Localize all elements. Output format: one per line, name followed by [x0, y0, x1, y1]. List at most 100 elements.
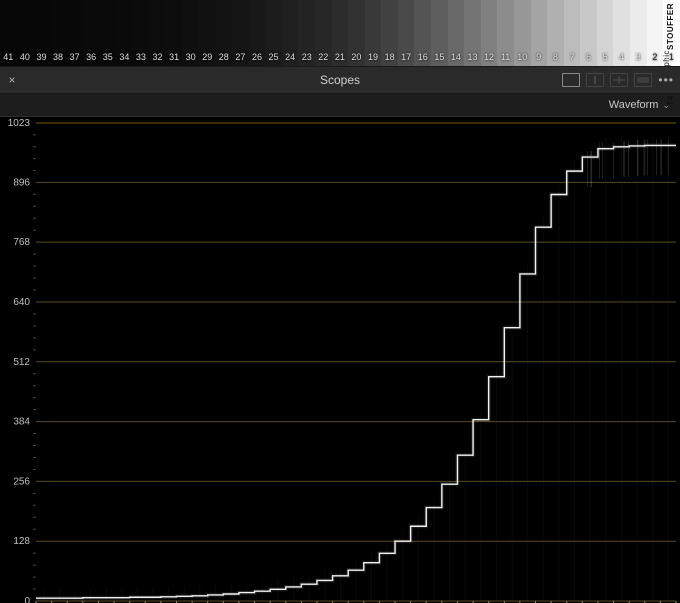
wedge-step-number: 31 — [166, 52, 183, 62]
layout-split-button[interactable] — [586, 73, 604, 87]
waveform-trace — [36, 145, 676, 598]
wedge-step-number: 20 — [348, 52, 365, 62]
brand-line-1: STOUFFER — [667, 3, 676, 50]
wedge-step: 30 — [182, 0, 199, 66]
wedge-step: 22 — [315, 0, 332, 66]
wedge-step: 18 — [381, 0, 398, 66]
layout-single-button[interactable] — [562, 73, 580, 87]
y-axis-label: 1023 — [8, 118, 31, 129]
wedge-step-number: 6 — [580, 52, 597, 62]
wedge-step: 8 — [547, 0, 564, 66]
wedge-step-number: 28 — [216, 52, 233, 62]
wedge-step-number: 41 — [0, 52, 17, 62]
y-axis-label: 0 — [24, 596, 30, 603]
close-icon[interactable]: × — [0, 73, 24, 87]
wedge-step-number: 32 — [149, 52, 166, 62]
wedge-step-number: 33 — [133, 52, 150, 62]
wedge-step: 10 — [514, 0, 531, 66]
wedge-step-number: 14 — [448, 52, 465, 62]
wedge-step: 2 — [647, 0, 664, 66]
wedge-step: 3 — [630, 0, 647, 66]
wedge-step-number: 7 — [564, 52, 581, 62]
wedge-step-number: 39 — [33, 52, 50, 62]
wedge-step: 15 — [431, 0, 448, 66]
wedge-step: 17 — [398, 0, 415, 66]
wedge-step-number: 5 — [597, 52, 614, 62]
wedge-step-number: 10 — [514, 52, 531, 62]
wedge-step: 20 — [348, 0, 365, 66]
wedge-step: 32 — [149, 0, 166, 66]
wedge-step: 25 — [265, 0, 282, 66]
wedge-step: 29 — [199, 0, 216, 66]
wedge-step-number: 21 — [332, 52, 349, 62]
wedge-step: 13 — [464, 0, 481, 66]
wedge-step: 33 — [133, 0, 150, 66]
layout-quad-button[interactable] — [610, 73, 628, 87]
wedge-step-number: 34 — [116, 52, 133, 62]
wedge-step: 6 — [580, 0, 597, 66]
wedge-step-number: 23 — [298, 52, 315, 62]
wedge-step-number: 24 — [282, 52, 299, 62]
wedge-step-number: 4 — [613, 52, 630, 62]
wedge-step: 16 — [414, 0, 431, 66]
wedge-step-number: 16 — [414, 52, 431, 62]
wedge-step: 23 — [298, 0, 315, 66]
wedge-step-number: 38 — [50, 52, 67, 62]
y-axis-label: 768 — [13, 237, 30, 248]
wedge-step: 37 — [66, 0, 83, 66]
wedge-step-number: 29 — [199, 52, 216, 62]
wedge-step: 26 — [249, 0, 266, 66]
scopes-panel-header: × Scopes ••• — [0, 66, 680, 94]
wedge-step: 34 — [116, 0, 133, 66]
wedge-step-number: 18 — [381, 52, 398, 62]
wedge-step-number: 35 — [99, 52, 116, 62]
wedge-step-number: 2 — [647, 52, 664, 62]
waveform-scope: 0 128 256 384 512 640 768 896 1023 — [0, 117, 680, 603]
layout-list-button[interactable] — [634, 73, 652, 87]
wedge-step-number: 15 — [431, 52, 448, 62]
wedge-step: 14 — [448, 0, 465, 66]
scope-type-label: Waveform — [609, 99, 659, 111]
wedge-step-number: 17 — [398, 52, 415, 62]
wedge-step-number: 11 — [497, 52, 514, 62]
wedge-step: 24 — [282, 0, 299, 66]
wedge-step-number: 26 — [249, 52, 266, 62]
wedge-step-number: 12 — [481, 52, 498, 62]
panel-menu-icon[interactable]: ••• — [658, 73, 674, 87]
step-wedge-image: 4140393837363534333231302928272625242322… — [0, 0, 680, 66]
wedge-step: 35 — [99, 0, 116, 66]
y-axis-label: 896 — [13, 177, 30, 188]
y-axis-label: 384 — [13, 417, 30, 428]
wedge-step: 11 — [497, 0, 514, 66]
scope-type-dropdown[interactable]: Waveform ⌄ — [609, 99, 670, 111]
wedge-step-number: 3 — [630, 52, 647, 62]
wedge-step: 41 — [0, 0, 17, 66]
y-axis-label: 128 — [13, 536, 30, 547]
wedge-step-number: 37 — [66, 52, 83, 62]
wedge-step: 27 — [232, 0, 249, 66]
wedge-step-number: 40 — [17, 52, 34, 62]
wedge-step: 21 — [332, 0, 349, 66]
wedge-step: 38 — [50, 0, 67, 66]
wedge-step: 36 — [83, 0, 100, 66]
wedge-step: 9 — [531, 0, 548, 66]
wedge-step: 5 — [597, 0, 614, 66]
wedge-brand: STOUFFER Graphic Arts T4110 — [667, 0, 676, 69]
wedge-step-number: 13 — [464, 52, 481, 62]
wedge-step-number: 36 — [83, 52, 100, 62]
wedge-step: 4 — [613, 0, 630, 66]
wedge-step-number: 8 — [547, 52, 564, 62]
wedge-step-number: 22 — [315, 52, 332, 62]
y-axis-label: 512 — [13, 357, 30, 368]
wedge-step-number: 27 — [232, 52, 249, 62]
y-axis-label: 256 — [13, 476, 30, 487]
wedge-step: 31 — [166, 0, 183, 66]
y-axis-label: 640 — [13, 297, 30, 308]
wedge-step: 39 — [33, 0, 50, 66]
wedge-step-number: 30 — [182, 52, 199, 62]
wedge-step: 19 — [365, 0, 382, 66]
wedge-step: 7 — [564, 0, 581, 66]
wedge-step-number: 19 — [365, 52, 382, 62]
wedge-step: 12 — [481, 0, 498, 66]
scope-subheader: Waveform ⌄ — [0, 94, 680, 117]
